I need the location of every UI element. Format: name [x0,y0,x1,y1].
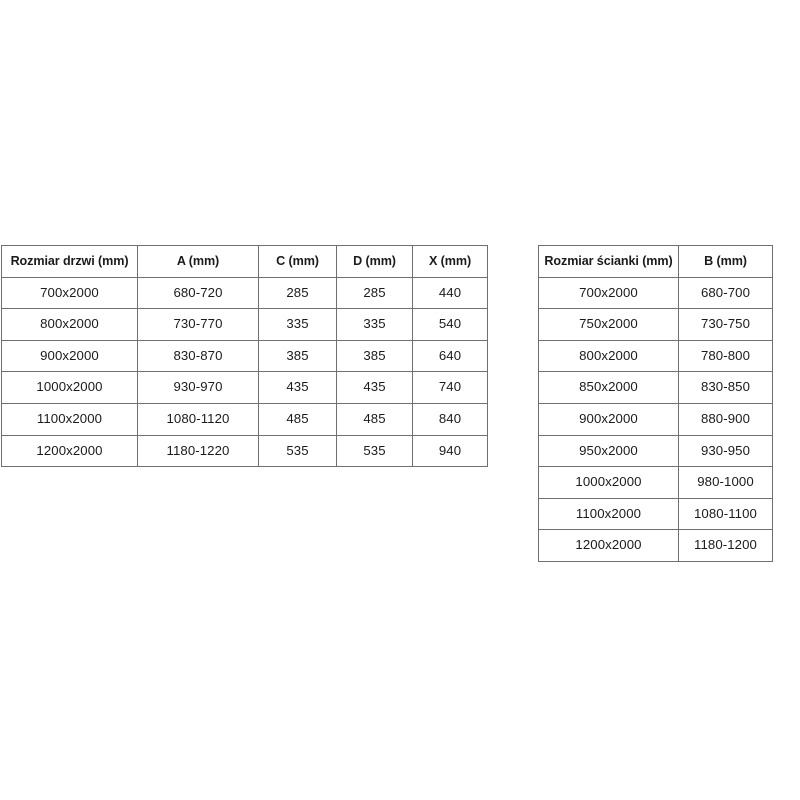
table-row: 750x2000 730-750 [538,308,773,341]
cell-wall-size: 850x2000 [538,371,679,404]
cell-d: 435 [336,371,413,404]
cell-d: 485 [336,402,413,436]
cell-b: 880-900 [678,402,773,436]
cell-wall-size: 750x2000 [538,308,679,341]
column-header-d: D (mm) [336,245,413,278]
column-header-a: A (mm) [137,245,259,278]
table-row: 700x2000 680-700 [538,276,773,310]
cell-door-size: 700x2000 [1,276,138,310]
wall-table-header: Rozmiar ścianki (mm) B (mm) [538,245,773,278]
doors-table-header: Rozmiar drzwi (mm) A (mm) C (mm) D (mm) … [1,245,488,278]
cell-a: 1080-1120 [137,402,259,436]
cell-x: 640 [412,339,488,373]
cell-c: 435 [258,371,337,404]
table-row: 900x2000 880-900 [538,402,773,436]
door-size-specification-table: Rozmiar drzwi (mm) A (mm) C (mm) D (mm) … [1,245,488,468]
wall-table-body: 700x2000 680-700 750x2000 730-750 800x20… [538,276,773,562]
cell-wall-size: 1000x2000 [538,466,679,499]
cell-b: 980-1000 [678,466,773,499]
cell-d: 535 [336,434,413,468]
cell-b: 830-850 [678,371,773,404]
cell-d: 285 [336,276,413,310]
table-row: 1200x2000 1180-1200 [538,529,773,562]
cell-b: 930-950 [678,434,773,468]
cell-door-size: 1100x2000 [1,402,138,436]
column-header-x: X (mm) [412,245,488,278]
cell-c: 535 [258,434,337,468]
wall-panel-size-specification-table: Rozmiar ścianki (mm) B (mm) 700x2000 680… [538,245,773,562]
cell-c: 285 [258,276,337,310]
cell-a: 680-720 [137,276,259,310]
table-row: 900x2000 830-870 385 385 640 [1,339,488,373]
table-row: 850x2000 830-850 [538,371,773,404]
cell-x: 440 [412,276,488,310]
cell-wall-size: 950x2000 [538,434,679,468]
column-header-door-size: Rozmiar drzwi (mm) [1,245,138,278]
cell-d: 335 [336,308,413,341]
cell-a: 730-770 [137,308,259,341]
table-row: 800x2000 780-800 [538,339,773,373]
table-row: 1100x2000 1080-1100 [538,497,773,531]
cell-x: 540 [412,308,488,341]
cell-b: 1180-1200 [678,529,773,562]
cell-x: 840 [412,402,488,436]
column-header-c: C (mm) [258,245,337,278]
cell-door-size: 1200x2000 [1,434,138,468]
cell-x: 740 [412,371,488,404]
cell-a: 1180-1220 [137,434,259,468]
cell-wall-size: 700x2000 [538,276,679,310]
cell-x: 940 [412,434,488,468]
table-row: 1000x2000 930-970 435 435 740 [1,371,488,404]
cell-door-size: 1000x2000 [1,371,138,404]
table-row: 1200x2000 1180-1220 535 535 940 [1,434,488,468]
column-header-wall-size: Rozmiar ścianki (mm) [538,245,679,278]
cell-wall-size: 1200x2000 [538,529,679,562]
column-header-b: B (mm) [678,245,773,278]
cell-wall-size: 800x2000 [538,339,679,373]
table-row: 1100x2000 1080-1120 485 485 840 [1,402,488,436]
cell-b: 680-700 [678,276,773,310]
cell-a: 830-870 [137,339,259,373]
cell-b: 730-750 [678,308,773,341]
cell-b: 780-800 [678,339,773,373]
cell-wall-size: 1100x2000 [538,497,679,531]
cell-c: 335 [258,308,337,341]
table-row: 700x2000 680-720 285 285 440 [1,276,488,310]
table-row: 800x2000 730-770 335 335 540 [1,308,488,341]
table-header-row: Rozmiar ścianki (mm) B (mm) [538,245,773,278]
cell-door-size: 900x2000 [1,339,138,373]
cell-b: 1080-1100 [678,497,773,531]
cell-door-size: 800x2000 [1,308,138,341]
cell-c: 485 [258,402,337,436]
doors-table-body: 700x2000 680-720 285 285 440 800x2000 73… [1,276,488,468]
table-row: 1000x2000 980-1000 [538,466,773,499]
table-header-row: Rozmiar drzwi (mm) A (mm) C (mm) D (mm) … [1,245,488,278]
cell-wall-size: 900x2000 [538,402,679,436]
cell-c: 385 [258,339,337,373]
cell-a: 930-970 [137,371,259,404]
table-row: 950x2000 930-950 [538,434,773,468]
cell-d: 385 [336,339,413,373]
